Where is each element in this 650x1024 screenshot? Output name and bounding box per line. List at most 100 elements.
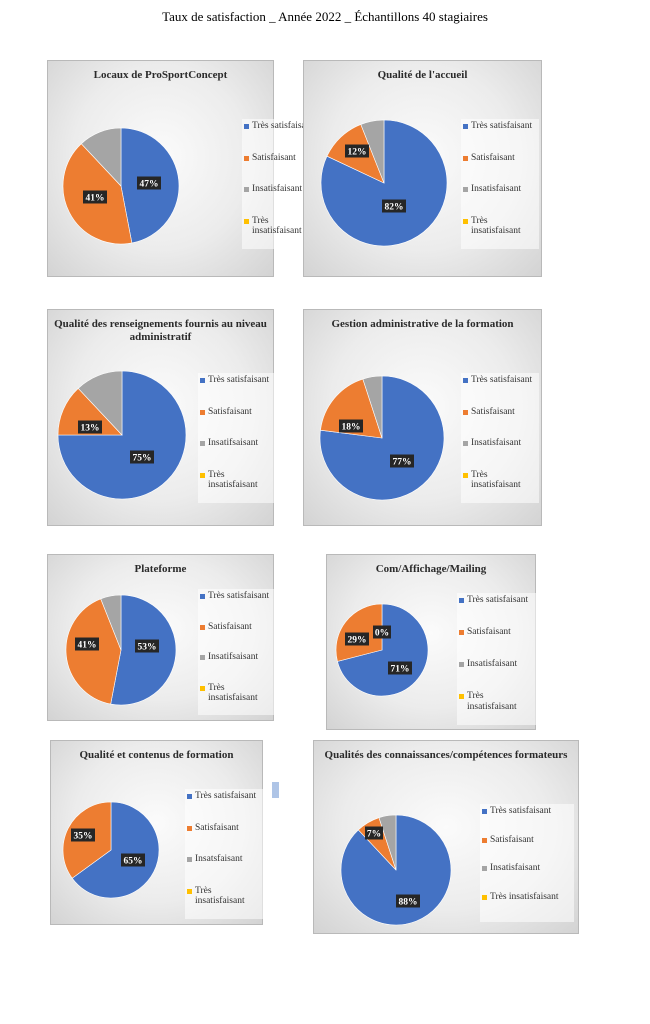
data-label-text: 29% [348,636,367,646]
data-label-text: 35% [74,832,93,842]
legend-label: Insatisfaisant [471,184,522,194]
pie-svg: 47% 41% [62,127,180,245]
data-label-text: 82% [385,203,404,213]
legend-swatch [187,857,192,862]
data-label-box [135,639,159,653]
data-label-box [339,419,363,433]
legend-item: Insatisfaisant [482,863,572,874]
chart-title: Com/Affichage/Mailing [375,563,487,575]
pie-chart-2: Qualité de l'accueil 82% 12% Très satisfais… [303,60,542,277]
legend-swatch [200,624,205,630]
legend-swatch [200,685,205,691]
legend-label: Insatifsaisant [208,652,259,662]
data-label-text: 71% [391,665,410,675]
data-label-3: 0% [373,625,391,639]
data-label-text: 41% [78,641,97,651]
data-label-2: 12% [345,144,369,158]
legend-label: Satisfaisant [490,834,534,845]
legend-item: Satisfaisant [200,622,277,633]
data-label-text: 47% [140,180,159,190]
data-label-text: 41% [86,194,105,204]
legend-item: Insatifsaisant [200,652,277,663]
legend-swatch [244,187,249,192]
legend-item: Très insatisfaisant [244,216,316,237]
pie-svg: 53% 41% [65,594,177,706]
data-label-text: 18% [342,423,361,433]
legend-label: Satisfaisant [195,822,239,833]
data-label-box [345,144,369,158]
data-label-box [365,826,383,840]
legend-label: Insatisfaisant [252,184,303,194]
data-label-box [130,450,154,464]
legend-label: Très satisfaisant [490,806,552,816]
pie-chart-3: Qualité des renseignements fournis au ni… [47,309,279,526]
data-label-text: 0% [375,629,389,639]
data-label-1: 82% [382,199,406,213]
legend-item: Insatsfaisant [187,854,262,865]
legend-swatch [463,409,468,415]
data-label-text: 7% [367,830,381,840]
legend-label: Très satisfaisant [467,595,529,605]
legend: Très satisfaisant Satisfaisant Insatisfais… [480,804,574,922]
pie-chart-6: Com/Affichage/Mailing 71% 29% 0% Très satisf… [326,554,537,730]
legend-swatch [200,409,205,415]
legend-item: Très insatisfaisant [200,683,277,704]
legend-item: Très insatisfaisant [187,886,262,907]
legend-swatch [200,472,205,478]
legend-item: Insatisfaisant [244,184,316,195]
legend-label: Satisfaisant [208,406,252,417]
legend-label: Très insatisfaisant [208,682,258,704]
pie-chart-4: Gestion administrative de la formation 77… [303,309,542,526]
legend-label: Très insatisfaisant [195,885,245,907]
legend-item: Très satisfaisant [187,791,262,802]
data-label-box [75,637,99,651]
legend-item: Très satisfaisant [463,121,537,132]
legend-item: Insatisfaisant [459,659,535,670]
legend-item: Satisfaisant [482,835,572,846]
data-label-text: 88% [399,898,418,908]
pie-slice-3 [378,814,397,871]
data-label-2: 29% [345,632,369,646]
legend-swatch [482,866,487,871]
legend-swatch [200,655,205,660]
legend-swatch [463,218,468,224]
legend-swatch [187,825,192,831]
legend-swatch [463,441,468,446]
chart-title: Qualité des renseignements fournis au ni… [54,318,267,343]
legend-item: Satisfaisant [244,153,316,164]
legend-label: Très insatisfaisant [467,691,517,712]
decorative-marker [272,782,279,798]
legend-swatch [482,837,487,843]
data-label-text: 77% [393,458,412,468]
legend-swatch [187,794,192,799]
legend: Très satisfaisant Satisfaisant Insatisfais… [457,593,537,725]
legend-label: Très insatisfaisant [471,469,521,491]
legend-swatch [200,594,205,599]
legend-swatch [244,218,249,224]
pie-chart-8: Qualités des connaissances/compétences f… [313,740,579,934]
data-label-2: 13% [78,420,102,434]
legend-item: Très insatisfaisant [200,470,277,491]
legend-item: Très satisfaisant [482,806,572,817]
legend-label: Très satisfaisant [208,375,270,385]
data-label-1: 75% [130,450,154,464]
data-label-text: 53% [138,643,157,653]
legend-label: Très insatisfaisant [208,469,258,491]
legend-item: Très satisfaisant [244,121,316,132]
pie-slice-1 [71,801,160,899]
legend-label: Très satisfaisant [208,591,270,601]
data-label-box [71,828,95,842]
legend-item: Satisfaisant [459,627,535,638]
legend-item: Très insatisfaisant [463,216,537,237]
pie-svg: 71% 29% 0% [335,603,429,697]
legend-label: Insatsfaisant [195,854,243,864]
data-label-box [121,853,145,867]
data-label-box [78,420,102,434]
data-label-box [83,190,107,204]
pie-chart-1: Locaux de ProSportConcept 47% 41% Très sati… [47,60,318,277]
pie-slice-3 [100,594,122,651]
data-label-text: 75% [133,454,152,464]
pie-slice-3 [80,127,122,187]
legend: Très satisfaisant Satisfaisant Insatisfais… [461,119,539,249]
data-label-2: 18% [339,419,363,433]
